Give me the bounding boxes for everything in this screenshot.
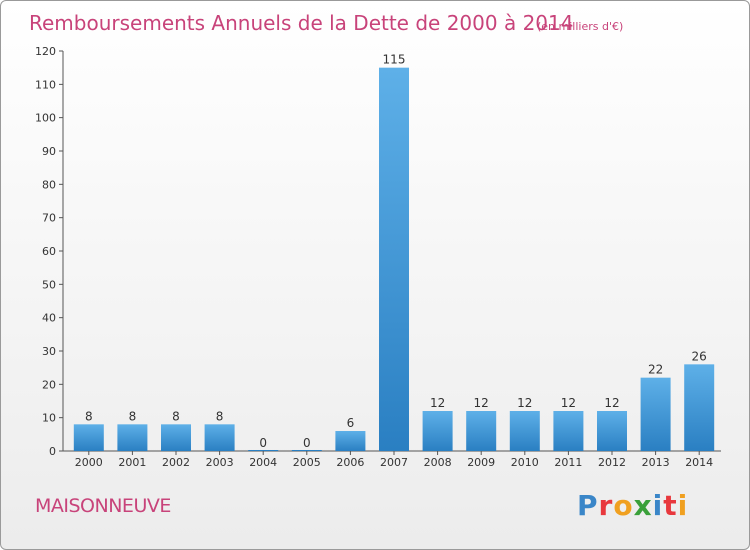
bar-2008 <box>422 411 453 451</box>
y-tick-label: 90 <box>42 145 56 158</box>
bar-2003 <box>204 424 235 451</box>
logo-letter: i <box>677 489 689 522</box>
data-label-2011: 12 <box>561 396 576 410</box>
data-label-2007: 115 <box>383 53 406 67</box>
data-label-2004: 0 <box>259 436 267 450</box>
logo-letter: i <box>652 489 664 522</box>
y-tick-label: 120 <box>35 45 56 58</box>
proxiti-logo: Proxiti <box>577 489 688 522</box>
bar-2006 <box>335 431 366 451</box>
logo-letter: o <box>613 489 634 522</box>
data-label-2013: 22 <box>648 363 663 377</box>
data-label-2002: 8 <box>172 409 180 423</box>
x-tick-label: 2004 <box>249 456 277 469</box>
y-tick-label: 80 <box>42 178 56 191</box>
y-tick-label: 30 <box>42 345 56 358</box>
x-tick-label: 2007 <box>380 456 408 469</box>
data-label-2012: 12 <box>604 396 619 410</box>
y-tick-label: 40 <box>42 312 56 325</box>
bar-2009 <box>466 411 497 451</box>
x-tick-label: 2005 <box>293 456 321 469</box>
bar-2011 <box>553 411 584 451</box>
data-label-2006: 6 <box>347 416 355 430</box>
data-label-2014: 26 <box>692 349 707 363</box>
x-tick-label: 2012 <box>598 456 626 469</box>
x-tick-label: 2008 <box>424 456 452 469</box>
bar-2002 <box>161 424 191 451</box>
logo-letter: t <box>663 489 678 522</box>
data-label-2005: 0 <box>303 436 311 450</box>
data-label-2003: 8 <box>216 409 224 423</box>
chart-title: Remboursements Annuels de la Dette de 20… <box>29 11 573 35</box>
x-tick-label: 2001 <box>118 456 146 469</box>
logo-letter: P <box>577 489 599 522</box>
y-tick-label: 60 <box>42 245 56 258</box>
x-tick-label: 2000 <box>75 456 103 469</box>
bar-2013 <box>640 377 671 451</box>
y-tick-label: 50 <box>42 278 56 291</box>
data-label-2001: 8 <box>129 409 137 423</box>
x-tick-label: 2003 <box>206 456 234 469</box>
x-tick-label: 2011 <box>554 456 582 469</box>
bars: 8 8 8 8 0 0 6 115 12 12 12 12 12 22 26 <box>73 53 715 452</box>
chart-subtitle: (en milliers d'€) <box>537 20 623 33</box>
x-tick-label: 2002 <box>162 456 190 469</box>
x-tick-label: 2010 <box>511 456 539 469</box>
bar-2001 <box>117 424 148 451</box>
commune-name: MAISONNEUVE <box>35 495 171 517</box>
data-label-2010: 12 <box>517 396 532 410</box>
y-tick-label: 20 <box>42 378 56 391</box>
data-label-2009: 12 <box>474 396 489 410</box>
logo-letter: x <box>633 489 653 522</box>
data-label-2008: 12 <box>430 396 445 410</box>
x-tick-label: 2006 <box>336 456 364 469</box>
data-label-2000: 8 <box>85 409 93 423</box>
x-tick-label: 2014 <box>685 456 713 469</box>
bar-2014 <box>684 364 715 451</box>
bar-2010 <box>509 411 540 451</box>
bar-2007 <box>379 67 409 452</box>
x-tick-label: 2009 <box>467 456 495 469</box>
y-tick-label: 0 <box>49 445 56 458</box>
x-tick-label: 2013 <box>642 456 670 469</box>
bar-2012 <box>597 411 627 451</box>
y-tick-label: 110 <box>35 78 56 91</box>
y-tick-label: 10 <box>42 412 56 425</box>
bar-2000 <box>73 424 104 451</box>
logo-letter: r <box>598 489 614 522</box>
y-tick-label: 70 <box>42 212 56 225</box>
y-tick-label: 100 <box>35 112 56 125</box>
